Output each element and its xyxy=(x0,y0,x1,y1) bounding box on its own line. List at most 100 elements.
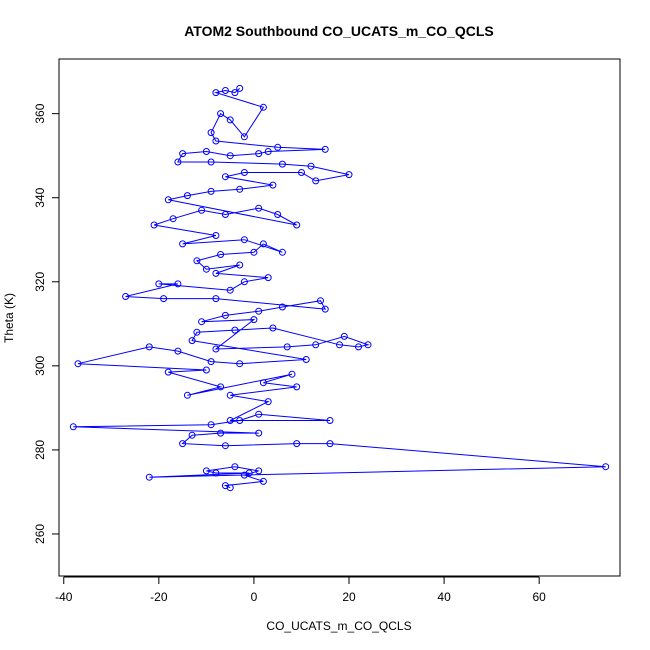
data-point xyxy=(183,192,191,200)
data-point xyxy=(326,417,334,424)
y-tick-label: 300 xyxy=(33,356,47,376)
data-point xyxy=(340,332,348,340)
data-point xyxy=(155,280,163,288)
data-point xyxy=(202,467,210,475)
data-point xyxy=(164,196,172,204)
data-point xyxy=(269,324,277,332)
data-point xyxy=(212,232,220,239)
data-point xyxy=(259,477,267,485)
y-tick-label: 360 xyxy=(33,103,47,123)
data-point xyxy=(207,187,215,195)
data-point xyxy=(212,345,220,353)
series-group xyxy=(69,84,610,492)
data-point xyxy=(312,177,320,185)
x-tick-label: 0 xyxy=(251,590,258,604)
data-point xyxy=(179,440,187,448)
data-point xyxy=(174,280,182,288)
data-point xyxy=(198,206,206,214)
data-point xyxy=(274,143,282,151)
data-point xyxy=(255,307,263,315)
plot-frame xyxy=(58,58,621,577)
data-point xyxy=(602,463,610,471)
series-line xyxy=(73,88,606,489)
data-point xyxy=(212,295,220,303)
data-point xyxy=(193,257,201,265)
data-point xyxy=(69,423,77,431)
data-point xyxy=(250,248,258,256)
data-point xyxy=(217,251,225,258)
data-point xyxy=(145,473,153,481)
x-axis-label: CO_UCATS_m_CO_QCLS xyxy=(266,619,411,633)
data-point xyxy=(336,341,343,349)
data-point xyxy=(364,341,372,349)
data-point xyxy=(278,303,286,311)
data-point xyxy=(226,417,234,424)
data-point xyxy=(226,152,234,160)
y-tick-label: 320 xyxy=(33,271,47,291)
data-point xyxy=(259,240,267,248)
data-point xyxy=(293,383,301,391)
data-point xyxy=(250,316,258,324)
data-point xyxy=(202,148,210,155)
data-point xyxy=(217,110,225,118)
data-point xyxy=(231,89,239,97)
x-tick-label: 60 xyxy=(532,590,546,604)
data-point xyxy=(278,160,286,168)
data-point xyxy=(345,171,353,179)
data-point xyxy=(226,391,234,399)
data-point xyxy=(255,429,263,437)
data-point xyxy=(283,343,291,351)
data-point xyxy=(150,221,158,229)
data-point xyxy=(221,442,229,450)
data-point xyxy=(355,343,362,351)
data-point xyxy=(269,181,277,189)
data-point xyxy=(207,158,215,166)
data-point xyxy=(326,440,334,448)
data-point xyxy=(293,440,301,448)
data-point xyxy=(321,145,329,153)
data-point xyxy=(236,261,244,269)
data-point xyxy=(179,240,187,248)
y-axis: 260 280 300 320 340 360 xyxy=(33,103,60,544)
data-point xyxy=(183,391,191,399)
x-tick-label: -40 xyxy=(55,590,73,604)
data-point xyxy=(122,293,130,300)
data-point xyxy=(255,410,263,418)
data-point xyxy=(312,341,320,349)
data-point xyxy=(259,103,267,111)
data-point xyxy=(255,150,263,158)
data-point xyxy=(236,84,244,92)
data-point xyxy=(240,133,248,141)
x-tick-label: -20 xyxy=(150,590,168,604)
data-point xyxy=(207,129,215,137)
data-point xyxy=(240,169,248,176)
data-point xyxy=(212,469,220,477)
data-point xyxy=(202,265,210,273)
data-point xyxy=(174,158,182,166)
data-point xyxy=(221,311,229,319)
data-point xyxy=(193,328,201,336)
data-point xyxy=(240,236,248,244)
data-point xyxy=(202,366,210,374)
data-point xyxy=(188,337,196,345)
data-point xyxy=(236,185,244,193)
data-point xyxy=(302,356,310,363)
y-tick-label: 340 xyxy=(33,187,47,207)
data-point xyxy=(221,87,229,94)
data-point xyxy=(236,417,244,424)
data-point xyxy=(293,221,301,229)
data-point xyxy=(221,482,229,490)
data-point xyxy=(231,463,239,471)
y-axis-label: Theta (K) xyxy=(2,293,16,343)
data-point xyxy=(298,169,305,176)
data-point xyxy=(226,286,234,294)
data-point xyxy=(255,204,263,212)
data-point xyxy=(212,269,220,277)
data-point xyxy=(217,429,225,437)
y-tick-label: 280 xyxy=(33,440,47,460)
data-point xyxy=(217,383,225,391)
data-point xyxy=(221,211,229,218)
data-point xyxy=(221,173,229,181)
chart-title: ATOM2 Southbound CO_UCATS_m_CO_QCLS xyxy=(184,23,494,39)
